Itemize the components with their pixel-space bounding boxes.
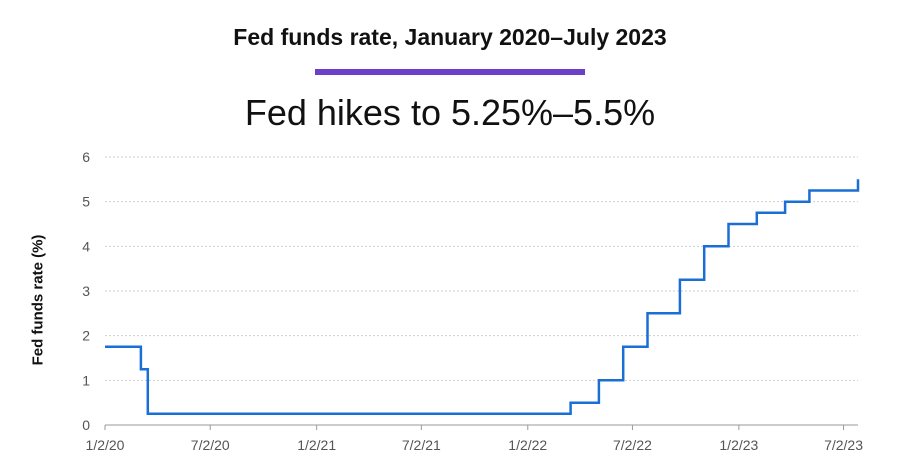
- y-tick-label: 0: [82, 417, 90, 433]
- x-tick-label: 7/2/23: [824, 437, 863, 453]
- y-tick-label: 5: [82, 194, 90, 210]
- series-line: [105, 179, 860, 416]
- y-tick-label: 6: [82, 149, 90, 165]
- x-tick-label: 7/2/21: [402, 437, 441, 453]
- x-tick-label: 7/2/20: [191, 437, 230, 453]
- x-tick-label: 1/2/20: [86, 437, 125, 453]
- x-tick-label: 7/2/22: [613, 437, 652, 453]
- chart-title: Fed funds rate, January 2020–July 2023: [233, 24, 667, 50]
- y-tick-label: 2: [82, 328, 90, 344]
- y-tick-labels: 0 1 2 3 4 5 6: [82, 149, 90, 433]
- x-tick-label: 1/2/23: [719, 437, 758, 453]
- series-layer: [104, 179, 860, 416]
- y-tick-label: 3: [82, 283, 90, 299]
- x-tick-labels: 1/2/20 7/2/20 1/2/21 7/2/21 1/2/22 7/2/22 1/2/…: [86, 425, 863, 453]
- y-tick-label: 1: [82, 372, 90, 388]
- x-tick-label: 1/2/21: [297, 437, 336, 453]
- title-underline: [315, 69, 585, 75]
- x-tick-label: 1/2/22: [508, 437, 547, 453]
- chart-subtitle: Fed hikes to 5.25%–5.5%: [244, 92, 656, 133]
- gridlines: [105, 156, 858, 426]
- y-tick-label: 4: [82, 238, 90, 254]
